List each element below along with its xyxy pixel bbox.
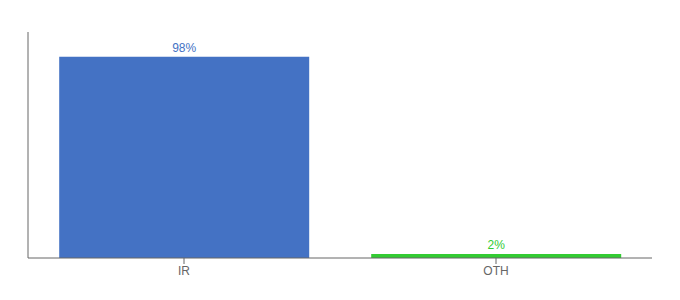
- svg-text:IR: IR: [178, 264, 190, 278]
- svg-text:2%: 2%: [488, 238, 506, 252]
- svg-text:OTH: OTH: [483, 264, 508, 278]
- svg-text:98%: 98%: [172, 41, 196, 55]
